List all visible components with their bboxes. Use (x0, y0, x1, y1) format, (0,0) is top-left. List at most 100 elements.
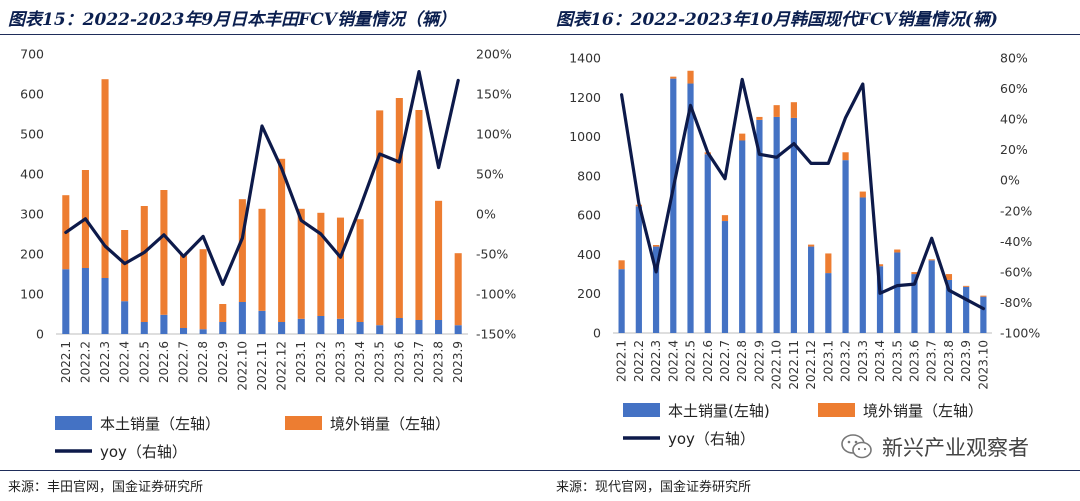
source-divider (0, 470, 1080, 471)
bar-overseas (336, 217, 345, 319)
watermark: 新兴产业观察者 (840, 432, 1029, 462)
bar-domestic (435, 320, 443, 334)
bar-overseas (140, 206, 148, 322)
x-tick-label: 2022.11 (787, 340, 801, 390)
y-right-tick-label: -50% (476, 247, 508, 262)
bar-overseas (101, 79, 109, 278)
bar-overseas (790, 102, 797, 118)
x-tick-label: 2023.6 (392, 341, 406, 383)
bar-domestic (652, 246, 660, 333)
y-left-tick-label: 200 (20, 247, 44, 262)
legend-swatch-domestic (55, 416, 92, 430)
bar-overseas (756, 116, 763, 120)
x-tick-label: 2023.1 (821, 340, 835, 382)
bar-overseas (238, 199, 246, 302)
y-left-tick-label: 200 (577, 286, 601, 301)
bar-domestic (808, 246, 815, 333)
y-right-tick-label: -20% (1000, 203, 1032, 218)
bar-overseas (859, 191, 866, 198)
bar-domestic (415, 320, 423, 334)
x-tick-label: 2022.12 (804, 340, 818, 390)
x-tick-label: 2022.7 (718, 340, 732, 382)
bar-domestic (876, 266, 884, 333)
legend-swatch-overseas (818, 403, 855, 417)
x-tick-label: 2023.1 (294, 341, 308, 383)
y-right-tick-label: -150% (476, 327, 516, 342)
bar-domestic (756, 119, 763, 333)
bar-overseas (395, 98, 403, 318)
y-left-tick-label: 600 (577, 208, 601, 223)
bar-domestic (454, 325, 462, 334)
bar-overseas (963, 285, 970, 287)
bar-overseas (121, 230, 129, 302)
bar-overseas (739, 133, 746, 141)
bar-domestic (121, 301, 129, 334)
x-tick-label: 2022.1 (59, 341, 73, 383)
bar-overseas (179, 254, 188, 328)
x-tick-label: 2023.3 (333, 341, 347, 383)
legend-swatch-domestic (623, 403, 660, 417)
x-tick-label: 2023.7 (412, 341, 426, 383)
y-right-tick-label: -80% (1000, 295, 1032, 310)
y-right-tick-label: 0% (1000, 173, 1020, 188)
x-tick-label: 2022.4 (666, 340, 680, 382)
y-right-tick-label: 40% (1000, 112, 1028, 127)
legend-label-overseas: 境外销量（左轴） (330, 415, 450, 433)
y-left-tick-label: 300 (20, 207, 44, 222)
bar-domestic (258, 310, 266, 334)
bar-overseas (356, 219, 364, 322)
x-tick-label: 2022.9 (752, 340, 766, 382)
legend-label-domestic: 本土销量(左轴) (668, 402, 770, 420)
y-left-tick-label: 400 (577, 247, 601, 262)
x-tick-label: 2022.10 (770, 340, 784, 390)
y-right-tick-label: -60% (1000, 264, 1032, 279)
x-tick-label: 2022.12 (275, 341, 289, 391)
y-left-tick-label: 1000 (569, 129, 601, 144)
x-tick-label: 2022.11 (255, 341, 269, 391)
x-tick-label: 2023.2 (839, 340, 853, 382)
y-right-tick-label: 60% (1000, 81, 1028, 96)
y-right-tick-label: -100% (1000, 326, 1040, 341)
y-right-tick-label: -40% (1000, 234, 1032, 249)
x-tick-label: 2022.10 (235, 341, 249, 391)
x-tick-label: 2023.8 (942, 340, 956, 382)
y-left-tick-label: 1200 (569, 90, 601, 105)
bar-overseas (825, 253, 832, 274)
bar-domestic (317, 316, 325, 334)
y-right-tick-label: 0% (476, 207, 496, 222)
bar-domestic (81, 268, 89, 334)
bar-domestic (894, 252, 901, 333)
bar-domestic (238, 302, 246, 334)
bar-domestic (336, 318, 345, 334)
x-tick-label: 2022.3 (649, 340, 663, 382)
y-left-tick-label: 600 (20, 87, 44, 102)
bar-domestic (704, 154, 711, 333)
bar-overseas (258, 208, 266, 311)
y-left-tick-label: 500 (20, 127, 44, 142)
bar-domestic (219, 322, 227, 334)
x-tick-label: 2022.2 (632, 340, 646, 382)
right-chart-title: 图表16：2022-2023年10月韩国现代FCV销量情况(辆) (556, 10, 998, 30)
bar-overseas (808, 244, 815, 247)
x-tick-label: 2023.9 (451, 341, 465, 383)
y-left-tick-label: 800 (577, 168, 601, 183)
legend-label-yoy: yoy（右轴） (668, 430, 755, 448)
bar-overseas (219, 304, 227, 322)
yoy-line (619, 77, 985, 311)
x-tick-label: 2023.7 (925, 340, 939, 382)
bar-domestic (618, 269, 625, 333)
legend-label-domestic: 本土销量（左轴） (100, 415, 220, 433)
hyundai-fcv-chart: 0 200 400 600 800 1000 1200 1400 -100% -80% -60% -4… (569, 51, 1040, 449)
bar-domestic (911, 274, 918, 333)
bar-overseas (415, 110, 423, 320)
bar-overseas (618, 260, 625, 270)
bar-domestic (687, 83, 694, 334)
bar-overseas (297, 208, 305, 319)
bar-overseas (945, 274, 953, 280)
y-right-tick-label: 200% (476, 47, 512, 62)
bar-overseas (199, 249, 207, 330)
bar-domestic (721, 221, 729, 333)
bar-overseas (980, 295, 987, 297)
watermark-text: 新兴产业观察者 (882, 436, 1029, 460)
x-tick-label: 2022.9 (216, 341, 230, 383)
